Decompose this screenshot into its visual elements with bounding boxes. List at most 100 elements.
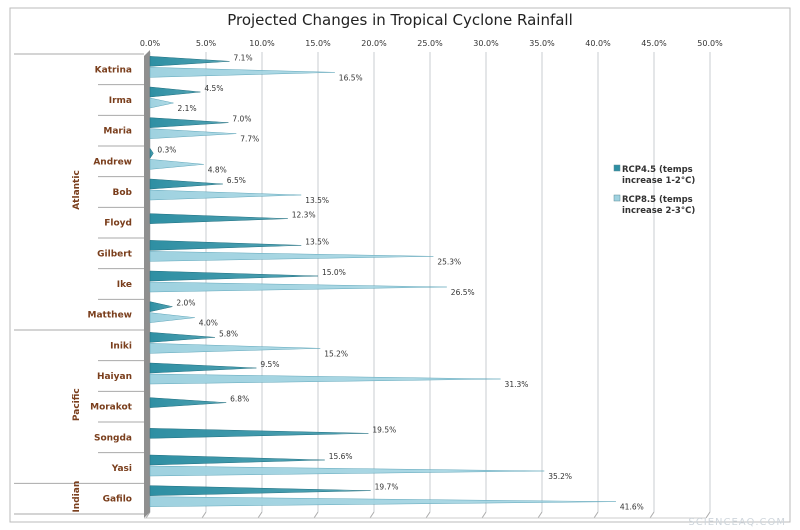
chart-frame: [9, 7, 791, 523]
x-tick-label: 40.0%: [585, 39, 611, 48]
bar-rcp85: [149, 251, 434, 262]
tick-mark: [481, 511, 487, 519]
data-label: 31.3%: [505, 380, 529, 389]
chart-title: Projected Changes in Tropical Cyclone Ra…: [227, 11, 573, 29]
bar-rcp85: [149, 97, 174, 109]
category-label: Gafilo: [103, 495, 132, 505]
category-label: Floyd: [104, 219, 132, 229]
data-label: 26.5%: [451, 288, 475, 297]
bar-rcp85: [149, 312, 195, 323]
data-label: 35.2%: [548, 472, 572, 481]
data-label: 15.2%: [324, 349, 348, 358]
bar-rcp45: [149, 270, 319, 282]
data-label: 4.8%: [208, 165, 227, 174]
x-tick-label: 20.0%: [361, 39, 387, 48]
bar-rcp85: [149, 189, 302, 201]
bar-rcp45: [149, 213, 288, 224]
bar-rcp85: [149, 281, 447, 293]
tick-mark: [145, 511, 151, 519]
data-label: 5.8%: [219, 329, 238, 338]
data-label: 6.8%: [230, 395, 249, 404]
x-tick-label: 35.0%: [529, 39, 555, 48]
category-label: Iniki: [110, 341, 132, 351]
x-tick-label: 50.0%: [697, 39, 723, 48]
data-label: 15.6%: [329, 452, 353, 461]
legend-label: increase 2-3°C): [622, 206, 695, 216]
category-label: Songda: [94, 433, 132, 443]
bar-rcp45: [149, 86, 201, 98]
category-label: Andrew: [93, 157, 132, 167]
bar-rcp45: [149, 485, 371, 496]
category-label: Irma: [109, 96, 132, 106]
tick-mark: [593, 511, 599, 519]
group-label: Atlantic: [72, 170, 82, 210]
tick-mark: [201, 511, 207, 519]
x-tick-label: 5.0%: [196, 39, 217, 48]
data-label: 41.6%: [620, 503, 644, 512]
legend-label: RCP4.5 (temps: [622, 165, 693, 175]
data-label: 9.5%: [260, 360, 279, 369]
bar-rcp45: [149, 397, 227, 408]
axis-wall: [144, 50, 150, 518]
x-tick-label: 15.0%: [305, 39, 331, 48]
category-label: Ike: [117, 280, 132, 290]
data-label: 4.0%: [199, 319, 218, 328]
category-label: Yasi: [111, 464, 132, 474]
bar-rcp45: [149, 454, 325, 466]
data-label: 0.3%: [157, 145, 176, 154]
bar-rcp45: [149, 147, 154, 160]
data-label: 2.0%: [176, 299, 195, 308]
tick-mark: [257, 511, 263, 519]
data-label: 25.3%: [437, 257, 461, 266]
category-label: Matthew: [88, 311, 132, 321]
data-label: 13.5%: [305, 237, 329, 246]
data-label: 2.1%: [178, 104, 197, 113]
data-label: 12.3%: [292, 211, 316, 220]
bar-rcp45: [149, 117, 229, 128]
bar-rcp85: [149, 67, 335, 78]
category-label: Gilbert: [97, 249, 133, 259]
x-tick-label: 30.0%: [473, 39, 499, 48]
data-label: 6.5%: [227, 176, 246, 185]
x-tick-label: 25.0%: [417, 39, 443, 48]
x-tick-label: 0.0%: [140, 39, 161, 48]
tick-mark: [537, 511, 543, 519]
data-label: 7.0%: [232, 115, 251, 124]
bar-rcp85: [149, 343, 321, 354]
tick-mark: [425, 511, 431, 519]
watermark: SCIENCEAQ.COM: [688, 517, 786, 528]
legend-swatch: [613, 164, 621, 172]
bar-rcp45: [149, 56, 230, 67]
data-label: 15.0%: [322, 268, 346, 277]
category-label: Katrina: [95, 65, 132, 75]
x-tick-label: 45.0%: [641, 39, 667, 48]
bar-rcp85: [149, 128, 237, 139]
bar-rcp45: [149, 428, 369, 439]
data-label: 7.1%: [234, 53, 253, 62]
category-label: Maria: [103, 127, 132, 137]
category-label: Haiyan: [97, 372, 132, 382]
data-label: 13.5%: [305, 196, 329, 205]
bar-rcp45: [149, 178, 223, 190]
bar-rcp85: [149, 159, 204, 170]
bar-rcp85: [149, 373, 501, 385]
bar-rcp45: [149, 332, 215, 343]
legend-label: RCP8.5 (temps: [622, 195, 693, 205]
bar-rcp85: [149, 465, 545, 477]
bar-rcp45: [149, 362, 257, 374]
data-label: 7.7%: [240, 135, 259, 144]
group-label: Pacific: [72, 388, 82, 421]
data-label: 19.5%: [372, 425, 396, 434]
x-tick-label: 10.0%: [249, 39, 275, 48]
tick-mark: [705, 511, 711, 519]
bar-rcp45: [149, 240, 302, 251]
bar-rcp85: [149, 496, 616, 507]
bar-rcp45: [149, 301, 173, 312]
group-label: Indian: [72, 481, 82, 513]
data-label: 4.5%: [204, 84, 223, 93]
category-label: Bob: [113, 188, 133, 198]
data-label: 16.5%: [339, 73, 363, 82]
category-label: Morakot: [90, 403, 133, 413]
